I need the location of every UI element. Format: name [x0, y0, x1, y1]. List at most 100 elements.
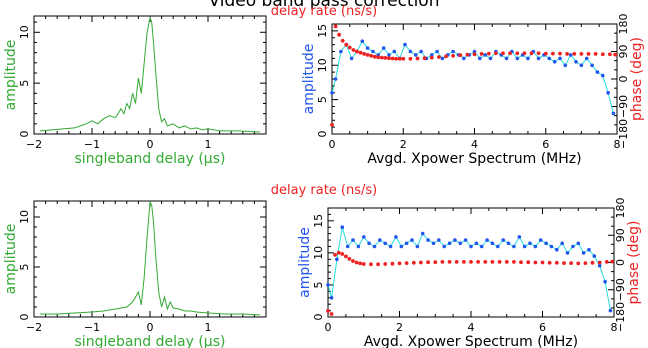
spectrum-top-phase-point	[351, 48, 356, 52]
spectrum-top-xlabel: Avgd. Xpower Spectrum (MHz)	[367, 151, 581, 167]
spectrum-bottom-phase-point	[526, 260, 531, 265]
spectrum-top-y2tick-label: 0	[617, 76, 630, 83]
spectrum-top-amplitude-point	[606, 91, 610, 95]
spectrum-bottom-phase-point	[454, 260, 459, 264]
spectrum-top-phase-point	[579, 52, 584, 56]
spectrum-top-y2label: phase (deg)	[629, 37, 645, 121]
spectrum-bottom-amplitude-point	[453, 238, 457, 242]
spectrum-bottom-amplitude-point	[351, 238, 355, 242]
spectrum-bottom-phase-point	[329, 312, 334, 316]
spectrum-bottom-amplitude-point	[372, 244, 377, 249]
spectrum-bottom-amplitude-point	[463, 238, 468, 242]
spectrum-bottom-amplitude-point	[394, 235, 398, 239]
spectrum-top-amplitude-point	[547, 56, 552, 61]
spectrum-top-phase-point	[369, 53, 374, 58]
spectrum-bottom-amplitude-point	[490, 241, 495, 246]
spectrum-top-amplitude-point	[574, 60, 578, 64]
spectrum-bottom-phase-point	[512, 260, 516, 264]
spectrum-bottom-amplitude-point	[496, 244, 500, 249]
spectrum-bottom-amplitude-point	[592, 254, 597, 258]
spectrum-top-phase-point	[358, 50, 363, 55]
spectrum-top-frame	[331, 23, 618, 135]
spectrum-top-amplitude-point	[536, 56, 541, 61]
spectrum-bottom-phase-point	[583, 261, 588, 265]
spectrum-top-amplitude-point	[440, 56, 445, 61]
spectrum-top-amplitude-point	[563, 63, 568, 68]
spectrum-bottom-amplitude-point	[501, 238, 506, 242]
spectrum-top-amplitude-point	[381, 46, 386, 50]
spectrum-bottom-amplitude-point	[538, 238, 543, 242]
delay-bottom-xtick-label: −2	[26, 321, 42, 334]
spectrum-bottom-phase-point	[476, 260, 480, 264]
spectrum-bottom-phase-point	[426, 260, 430, 265]
spectrum-top-amplitude-point	[451, 49, 455, 54]
spectrum-top-phase-point	[486, 51, 491, 56]
spectrum-bottom-amplitude-point	[329, 296, 334, 300]
spectrum-top-xtick-label: 0	[329, 138, 336, 151]
spectrum-bottom-phase-point	[610, 259, 615, 264]
spectrum-top-phase-point	[337, 32, 341, 37]
spectrum-top-ytick-label: 15	[316, 24, 329, 38]
delay-top-frame	[33, 15, 267, 135]
spectrum-bottom-amplitude-point	[345, 244, 350, 249]
spectrum-top-amplitude-point	[472, 49, 477, 54]
delay-top-delay-curve	[39, 16, 261, 133]
spectrum-top-amplitude-point	[590, 63, 594, 68]
spectrum-top-amplitude-point	[419, 49, 423, 54]
spectrum-bottom-amplitude-point	[399, 244, 404, 249]
spectrum-bottom-phase-point	[483, 260, 488, 264]
spectrum-top-xtick-label: 4	[471, 138, 478, 151]
spectrum-bottom-amplitude-point	[410, 238, 414, 242]
spectrum-bottom-amplitude-point	[469, 244, 473, 249]
spectrum-bottom-amplitude-point	[362, 235, 366, 239]
spectrum-bottom-xtick-label: 4	[468, 321, 475, 334]
figure-title: Video band pass correction	[208, 0, 440, 11]
spectrum-top-y2tick-label: 90	[617, 45, 630, 59]
spectrum-bottom-amplitude-point	[608, 308, 613, 313]
spectrum-bottom-phase-point	[411, 260, 416, 265]
spectrum-top-ytick-label: 0	[316, 131, 329, 138]
delay-bottom-xtick-label: 1	[205, 321, 212, 334]
spectrum-bottom-phase-point	[376, 262, 380, 267]
spectrum-bottom-amplitude-point	[528, 241, 532, 246]
delay-top-ylabel: amplitude	[3, 40, 19, 111]
spectrum-bottom-y2tick-label: 90	[614, 228, 627, 242]
spectrum-bottom-amplitude-point	[581, 251, 586, 255]
spectrum-bottom-phase-point	[519, 260, 523, 265]
spectrum-bottom-phase-point	[344, 254, 348, 259]
spectrum-bottom-amplitude-point	[431, 241, 436, 246]
spectrum-bottom-amplitude-point	[512, 244, 516, 249]
spectrum-top-xtick-label: 2	[400, 138, 407, 151]
spectrum-top-phase-point	[340, 38, 345, 43]
spectrum-bottom-phase-point	[569, 261, 573, 265]
spectrum-top-amplitude-point	[515, 56, 520, 61]
spectrum-bottom-phase-point	[447, 260, 452, 264]
spectrum-bottom-amplitude-point	[485, 238, 489, 242]
spectrum-bottom-amplitude-point	[544, 241, 548, 246]
spectrum-bottom-phase-point	[562, 261, 566, 265]
spectrum-top-y2tick-label: −90	[617, 95, 630, 118]
spectrum-top-phase-point	[387, 56, 391, 61]
spectrum-bottom-amplitude-point	[587, 247, 591, 252]
delay-top-ytick-label: 0	[18, 131, 31, 138]
spectrum-bottom-y2tick-label: −180	[614, 302, 627, 332]
spectrum-bottom-phase-point	[397, 261, 402, 266]
spectrum-bottom-phase-point	[390, 261, 395, 266]
spectrum-bottom-ytick-label: 5	[312, 281, 325, 288]
spectrum-top-amplitude-point	[365, 46, 370, 50]
spectrum-top-amplitude-point	[413, 53, 418, 57]
spectrum-top-phase-point	[600, 52, 605, 57]
spectrum-top-amplitude-point	[349, 56, 354, 61]
spectrum-top-ytick-label: 5	[316, 96, 329, 103]
spectrum-top-phase-point	[613, 52, 618, 57]
spectrum-bottom-amplitude-point	[378, 238, 382, 242]
spectrum-bottom-amplitude-point	[517, 235, 522, 239]
spectrum-top-phase-point	[479, 52, 484, 56]
spectrum-bottom-y2label: phase (deg)	[626, 220, 642, 304]
spectrum-top-amplitude-point	[488, 56, 493, 61]
spectrum-top-phase-point	[429, 55, 434, 60]
spectrum-top-amplitude-point	[360, 39, 365, 43]
spectrum-top-amplitude-point	[392, 49, 397, 54]
spectrum-top-xtick-label: 8	[614, 138, 621, 151]
spectrum-bottom-phase-point	[347, 257, 352, 261]
